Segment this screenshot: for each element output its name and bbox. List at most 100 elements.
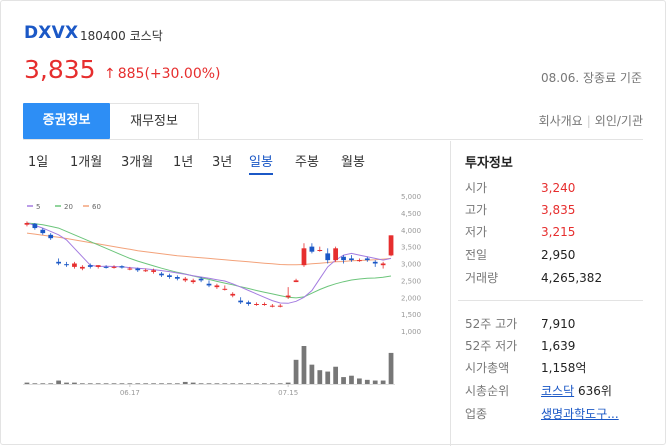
candle-body — [48, 234, 54, 239]
info-label: 저가 — [465, 225, 488, 239]
candle-body — [198, 278, 204, 281]
volume-bar — [64, 382, 69, 384]
market-link[interactable]: 코스닥 — [541, 384, 575, 398]
candle-body — [230, 293, 236, 296]
candle-body — [349, 258, 354, 261]
info-row-volume: 거래량 4,265,382 — [465, 269, 645, 287]
candle-body — [135, 268, 141, 271]
volume-bar — [127, 383, 133, 384]
market-status: 08.06. 장종료 기준 — [541, 71, 642, 85]
info-label: 거래량 — [465, 271, 499, 285]
volume-bar — [79, 383, 85, 384]
candle-body — [380, 263, 386, 266]
volume-bar — [135, 383, 141, 384]
info-row-low: 저가 3,215 — [465, 223, 645, 241]
volume-bar — [325, 371, 331, 384]
candle-body — [372, 261, 378, 264]
candle-body — [190, 280, 196, 283]
volume-bar — [341, 377, 346, 384]
candle-body — [269, 305, 275, 307]
info-row-market-cap: 시가총액 1,158억 — [465, 359, 645, 377]
candle-body — [357, 260, 362, 262]
volume-bar — [87, 383, 93, 384]
info-label: 시가총액 — [465, 361, 510, 375]
candle-body — [238, 300, 244, 303]
stock-code: 180400 코스닥 — [80, 29, 163, 43]
info-label: 52주 저가 — [465, 339, 518, 353]
candle-body — [151, 270, 156, 272]
volume-bar — [159, 383, 164, 384]
candle-body — [293, 280, 299, 283]
volume-bar — [103, 383, 109, 384]
candle-body — [167, 275, 172, 277]
candle-body — [341, 256, 346, 261]
candle-body — [119, 266, 125, 268]
candle-body — [103, 266, 109, 268]
volume-bar — [167, 383, 172, 384]
tab-right-links: 회사개요 | 외인/기관 — [539, 103, 643, 139]
period-1year[interactable]: 1년 — [173, 155, 194, 170]
period-monthly[interactable]: 월봉 — [341, 155, 365, 170]
candle-body — [301, 248, 307, 266]
info-row-high: 고가 3,835 — [465, 201, 645, 219]
x-tick-label: 07.15 — [278, 389, 298, 397]
info-row-prev: 전일 2,950 — [465, 246, 645, 264]
tab-financial-info[interactable]: 재무정보 — [110, 103, 199, 139]
candle-body — [64, 264, 69, 266]
info-value: 4,265,382 — [541, 271, 603, 285]
candle-body — [24, 223, 30, 225]
volume-bar — [190, 382, 196, 384]
candle-body — [222, 288, 228, 290]
period-weekly[interactable]: 주봉 — [295, 155, 319, 170]
info-value: 7,910 — [541, 317, 576, 331]
period-3month[interactable]: 3개월 — [121, 155, 154, 170]
period-1day[interactable]: 1일 — [28, 155, 49, 170]
candle-body — [364, 258, 370, 261]
period-1month[interactable]: 1개월 — [70, 155, 103, 170]
tab-separator: | — [586, 114, 591, 128]
volume-bar — [182, 381, 188, 384]
tab-securities-info[interactable]: 증권정보 — [23, 103, 110, 139]
volume-bar — [349, 375, 354, 384]
candle-body — [32, 223, 38, 229]
volume-bar — [364, 379, 370, 384]
candlestick-chart[interactable]: 5,000 4,500 4,000 3,500 3,000 2,500 2,000 1,500… — [23, 186, 428, 401]
candle-body — [87, 265, 93, 267]
info-row-rank: 시총순위 코스닥 636위 — [465, 382, 645, 400]
stock-name[interactable]: DXVX — [24, 23, 79, 43]
price-change-value: 885(+30.00%) — [117, 66, 221, 82]
info-row-52w-high: 52주 고가 7,910 — [465, 315, 645, 333]
volume-bar — [317, 370, 323, 384]
industry-link[interactable]: 생명과학도구... — [541, 407, 619, 421]
volume-bar — [206, 383, 212, 384]
volume-bar — [388, 352, 394, 384]
period-daily[interactable]: 일봉 — [249, 151, 273, 175]
candle-body — [262, 304, 267, 305]
info-value: 2,950 — [541, 248, 576, 262]
volume-bar — [333, 366, 339, 384]
company-overview-link[interactable]: 회사개요 — [538, 114, 583, 128]
foreign-institution-link[interactable]: 외인/기관 — [594, 114, 643, 128]
divider-vertical — [450, 141, 451, 446]
info-value: 3,835 — [541, 203, 576, 217]
candle-body — [72, 263, 77, 267]
candle-body — [159, 273, 164, 276]
period-3year[interactable]: 3년 — [212, 155, 233, 170]
candle-body — [214, 285, 220, 288]
info-row-industry: 업종 생명과학도구... — [465, 405, 645, 423]
info-row-open: 시가 3,240 — [465, 179, 645, 197]
ma60-line — [26, 232, 392, 266]
candle-body — [325, 253, 331, 261]
candle-body — [285, 295, 291, 298]
candle-body — [206, 283, 212, 286]
volume-bar — [32, 383, 38, 384]
candle-body — [254, 304, 259, 305]
x-tick-label: 06.17 — [120, 389, 140, 397]
info-divider — [458, 300, 643, 301]
volume-bar — [198, 383, 204, 384]
y-tick-label: 2,000 — [401, 294, 421, 302]
volume-bar — [357, 378, 362, 384]
volume-bar — [111, 383, 117, 384]
ma20-line — [26, 222, 392, 299]
